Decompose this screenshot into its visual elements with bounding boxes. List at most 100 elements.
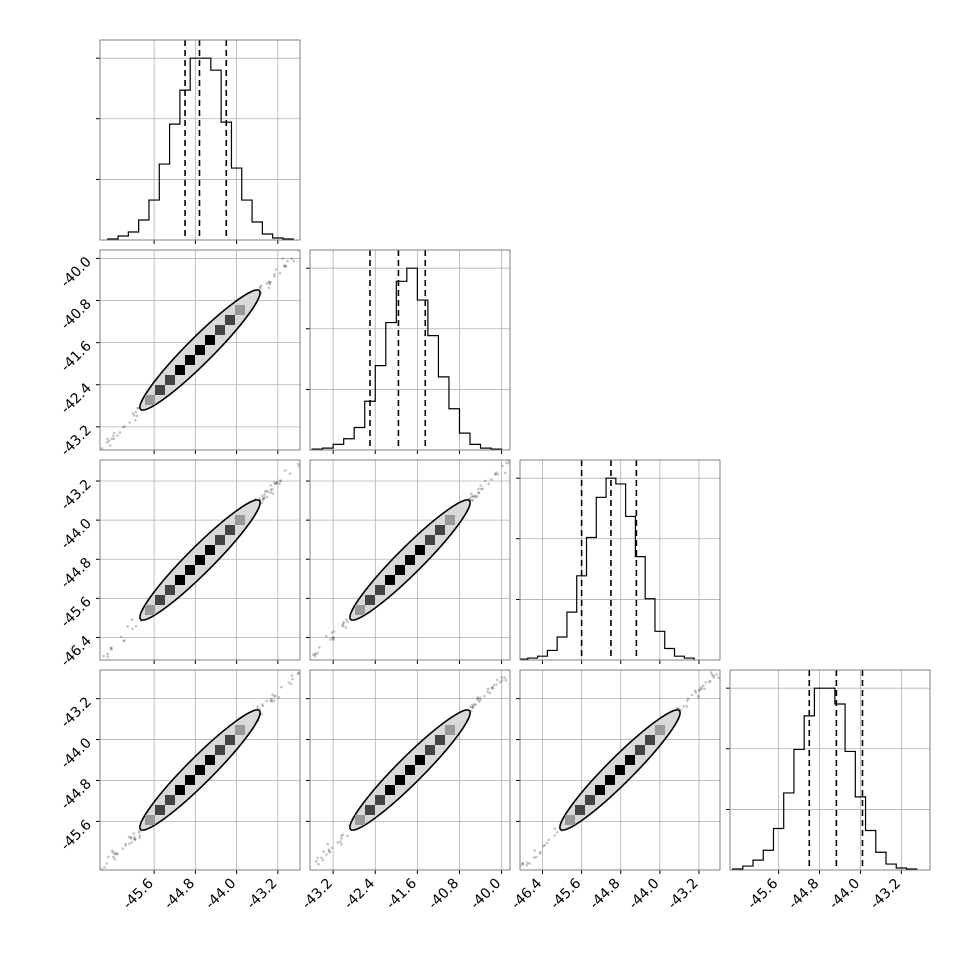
scatter-point	[260, 501, 264, 505]
scatter-point	[747, 640, 750, 643]
scatter-point	[696, 694, 700, 698]
scatter-point	[477, 487, 480, 491]
scatter-point	[339, 840, 342, 843]
scatter-point	[106, 437, 109, 441]
panel-frame	[309, 459, 511, 661]
scatter-point	[473, 495, 477, 499]
scatter-point	[304, 666, 307, 669]
density-bin	[635, 745, 645, 755]
scatter-point	[569, 401, 572, 404]
scatter-point	[107, 439, 111, 443]
scatter-point	[112, 434, 115, 438]
scatter-point	[293, 673, 296, 676]
scatter-point	[307, 868, 310, 871]
scatter-point	[136, 406, 139, 410]
scatter-point	[65, 480, 68, 483]
scatter-point	[490, 478, 493, 481]
panel-frame	[729, 669, 931, 871]
scatter-point	[341, 417, 344, 420]
density-bin	[415, 545, 425, 555]
scatter-point	[497, 895, 500, 898]
scatter-point	[261, 703, 264, 706]
scatter-point	[287, 681, 291, 684]
scatter-point	[268, 280, 271, 284]
scatter-point	[296, 672, 300, 675]
scatter-point	[564, 616, 567, 619]
scatter-point	[290, 674, 294, 677]
panel-plot-area	[231, 616, 567, 952]
density-bin	[185, 775, 195, 785]
scatter-point	[526, 861, 529, 864]
density-bin	[405, 765, 415, 775]
scatter-point	[131, 627, 134, 631]
density-bin	[145, 815, 155, 825]
panel-frame	[309, 669, 511, 871]
panel-plot-area	[100, 40, 300, 240]
scatter-point	[92, 869, 95, 872]
scatter-point	[534, 429, 537, 432]
scatter-point	[492, 684, 496, 687]
scatter-point	[312, 653, 315, 656]
x-tick-label: -44.8	[161, 876, 198, 913]
scatter-point	[690, 693, 694, 697]
scatter-point	[330, 846, 334, 849]
scatter-point	[307, 239, 310, 242]
scatter-point	[128, 421, 131, 424]
scatter-point	[545, 841, 549, 845]
scatter-point	[273, 481, 276, 484]
scatter-point	[321, 858, 325, 862]
scatter-point	[490, 686, 494, 689]
histogram-panel-2	[516, 459, 721, 664]
scatter-point	[77, 889, 80, 892]
scatter-point	[503, 881, 506, 884]
scatter-point	[488, 691, 492, 695]
density-bin	[445, 515, 455, 525]
scatter-point	[471, 499, 474, 502]
scatter-point	[702, 684, 705, 688]
scatter-point	[74, 684, 77, 687]
scatter-point	[491, 686, 495, 690]
scatter-point	[297, 883, 300, 886]
scatter-point	[269, 491, 272, 494]
scatter-point	[297, 462, 300, 466]
scatter-point	[543, 843, 546, 847]
scatter-point	[514, 453, 517, 456]
scatter-point	[132, 832, 136, 835]
scatter-point	[504, 678, 508, 682]
scatter-point	[336, 841, 340, 844]
scatter-point	[278, 692, 281, 695]
density-bin	[195, 345, 205, 355]
scatter-point	[265, 495, 269, 499]
scatter-point	[717, 676, 720, 680]
scatter-point	[301, 245, 304, 248]
scatter-point	[273, 275, 276, 278]
scatter-point	[532, 856, 536, 859]
scatter-point	[121, 425, 125, 429]
density-bin	[615, 765, 625, 775]
x-tick-label: -41.6	[383, 875, 420, 912]
density-bin	[575, 805, 585, 815]
y-tick-label: -43.2	[58, 422, 95, 459]
scatter-point	[521, 862, 524, 865]
scatter-point	[265, 489, 268, 493]
density-bin	[155, 385, 165, 395]
scatter-point	[115, 852, 119, 856]
scatter-point	[341, 833, 345, 836]
density-bin	[595, 785, 605, 795]
scatter-point	[124, 844, 127, 847]
scatter-point	[302, 876, 305, 879]
scatter-point	[66, 475, 69, 478]
panel-frame	[519, 459, 721, 661]
scatter-point	[134, 410, 138, 414]
scatter-point	[524, 655, 527, 658]
scatter-point	[273, 695, 276, 698]
scatter-point	[132, 414, 136, 417]
scatter-point	[231, 949, 234, 952]
scatter-point	[138, 836, 142, 840]
x-tick-label: -44.0	[826, 876, 863, 913]
scatter-point	[297, 678, 300, 681]
density-bin	[225, 315, 235, 325]
scatter-point	[468, 497, 472, 501]
scatter-point	[700, 687, 703, 690]
scatter-point	[263, 493, 266, 496]
